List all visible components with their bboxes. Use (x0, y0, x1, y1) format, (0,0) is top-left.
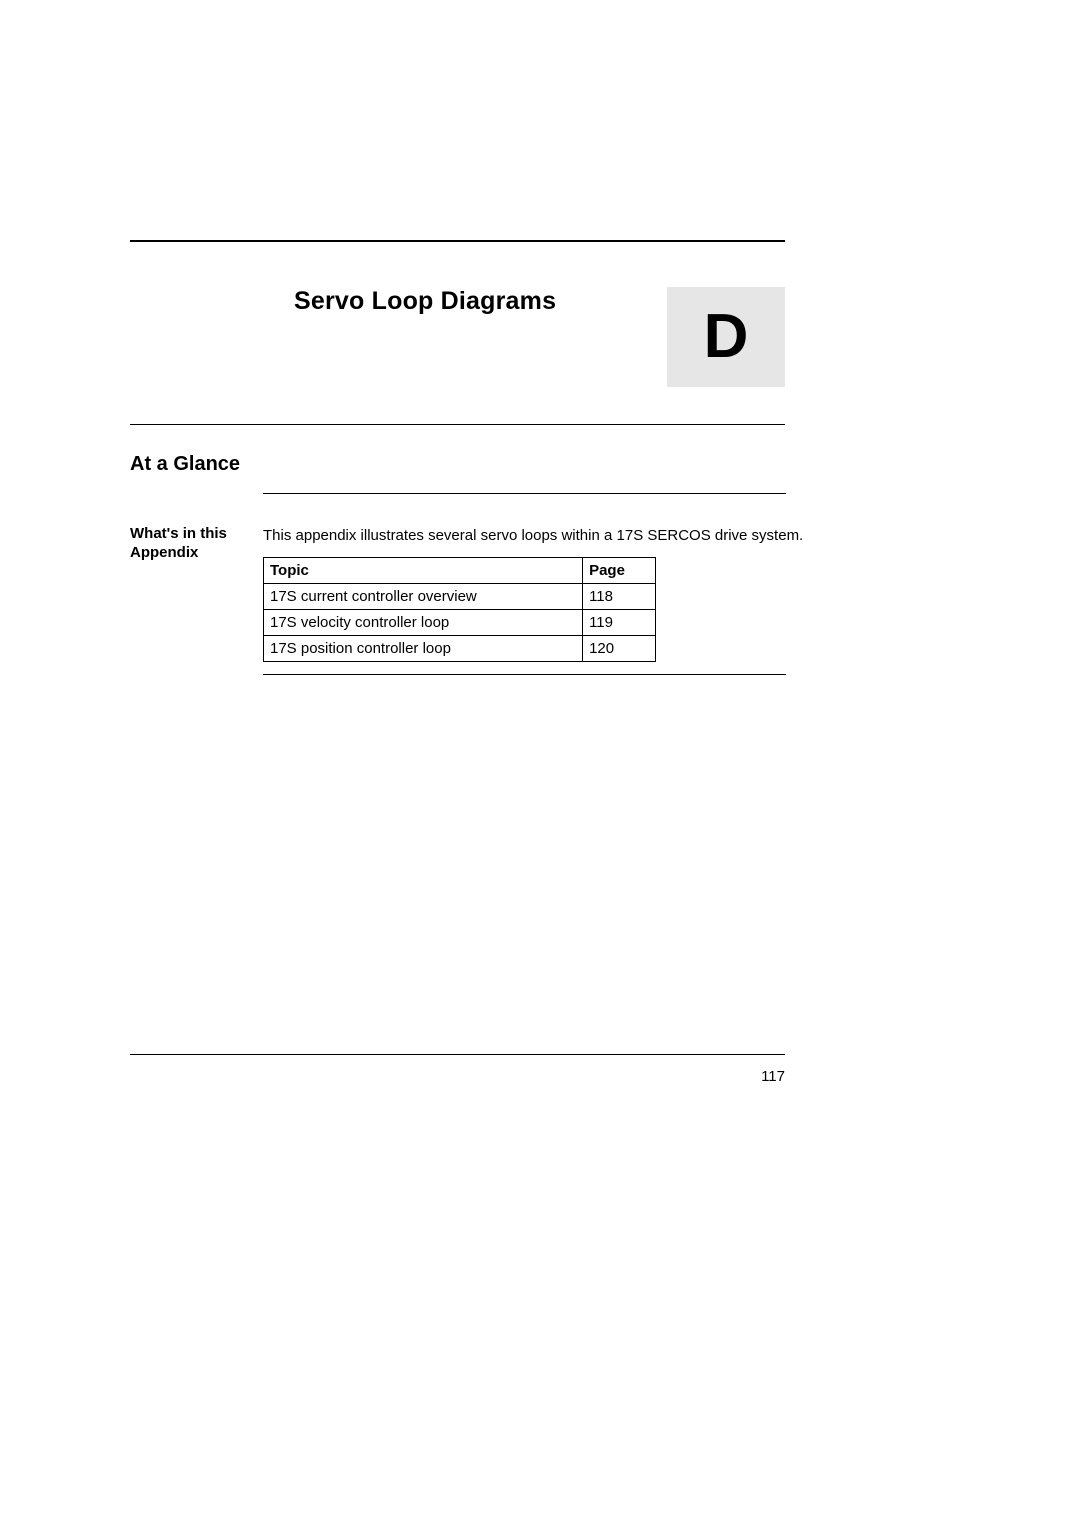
table-cell-topic: 17S position controller loop (264, 636, 583, 662)
sub-rule-2 (263, 674, 786, 675)
table-cell-page: 118 (583, 584, 656, 610)
table-header-row: Topic Page (264, 558, 656, 584)
footer-rule (130, 1054, 785, 1055)
table-cell-page: 120 (583, 636, 656, 662)
table-row: 17S position controller loop 120 (264, 636, 656, 662)
intro-text: This appendix illustrates several servo … (263, 527, 803, 544)
chapter-title: Servo Loop Diagrams (294, 287, 556, 316)
topic-table: Topic Page 17S current controller overvi… (263, 557, 656, 662)
table-cell-topic: 17S velocity controller loop (264, 610, 583, 636)
mid-rule (130, 424, 785, 425)
table-cell-topic: 17S current controller overview (264, 584, 583, 610)
document-page: Servo Loop Diagrams D At a Glance What's… (0, 0, 1080, 1528)
table-row: 17S velocity controller loop 119 (264, 610, 656, 636)
table-header-page: Page (583, 558, 656, 584)
chapter-letter: D (704, 306, 749, 368)
chapter-letter-box: D (667, 287, 785, 387)
table-header-topic: Topic (264, 558, 583, 584)
side-label: What's in this Appendix (130, 525, 250, 563)
page-number: 117 (130, 1068, 785, 1085)
table-cell-page: 119 (583, 610, 656, 636)
top-rule (130, 240, 785, 242)
sub-rule-1 (263, 493, 786, 494)
table-row: 17S current controller overview 118 (264, 584, 656, 610)
section-heading: At a Glance (130, 453, 240, 476)
